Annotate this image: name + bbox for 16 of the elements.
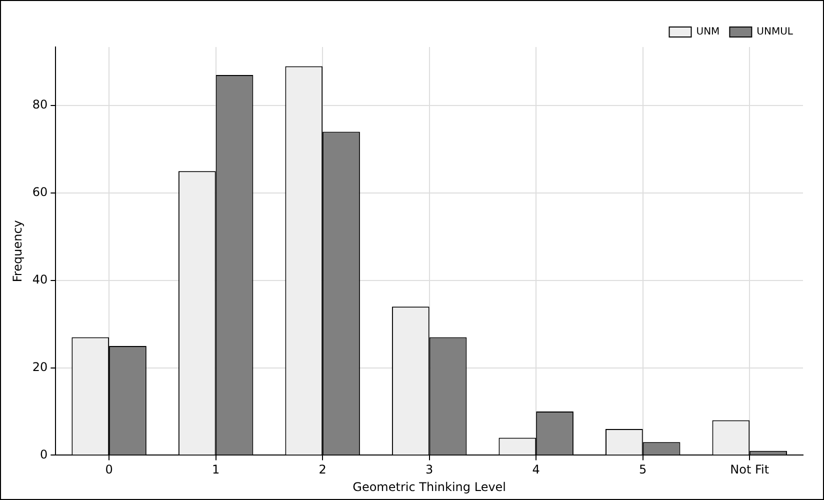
x-tick-label: 1	[212, 462, 220, 477]
y-tick-label: 60	[32, 185, 48, 200]
x-tick-label: 2	[318, 462, 326, 477]
y-axis-title: Frequency	[10, 220, 24, 282]
x-tick-label: 3	[426, 462, 434, 477]
legend-label: UNMUL	[756, 26, 794, 38]
y-tick-label: 20	[32, 360, 48, 374]
x-axis-title: Geometric Thinking Level	[352, 480, 506, 494]
legend-label: UNM	[696, 26, 720, 38]
y-tick-label: 40	[32, 272, 48, 287]
x-tick-label: 4	[532, 462, 540, 477]
x-tick-label: 5	[639, 462, 647, 477]
x-tick-label: Not Fit	[730, 462, 770, 477]
x-tick-label: 0	[105, 462, 113, 477]
y-tick-label: 0	[40, 447, 48, 462]
y-tick-label: 80	[32, 98, 48, 112]
